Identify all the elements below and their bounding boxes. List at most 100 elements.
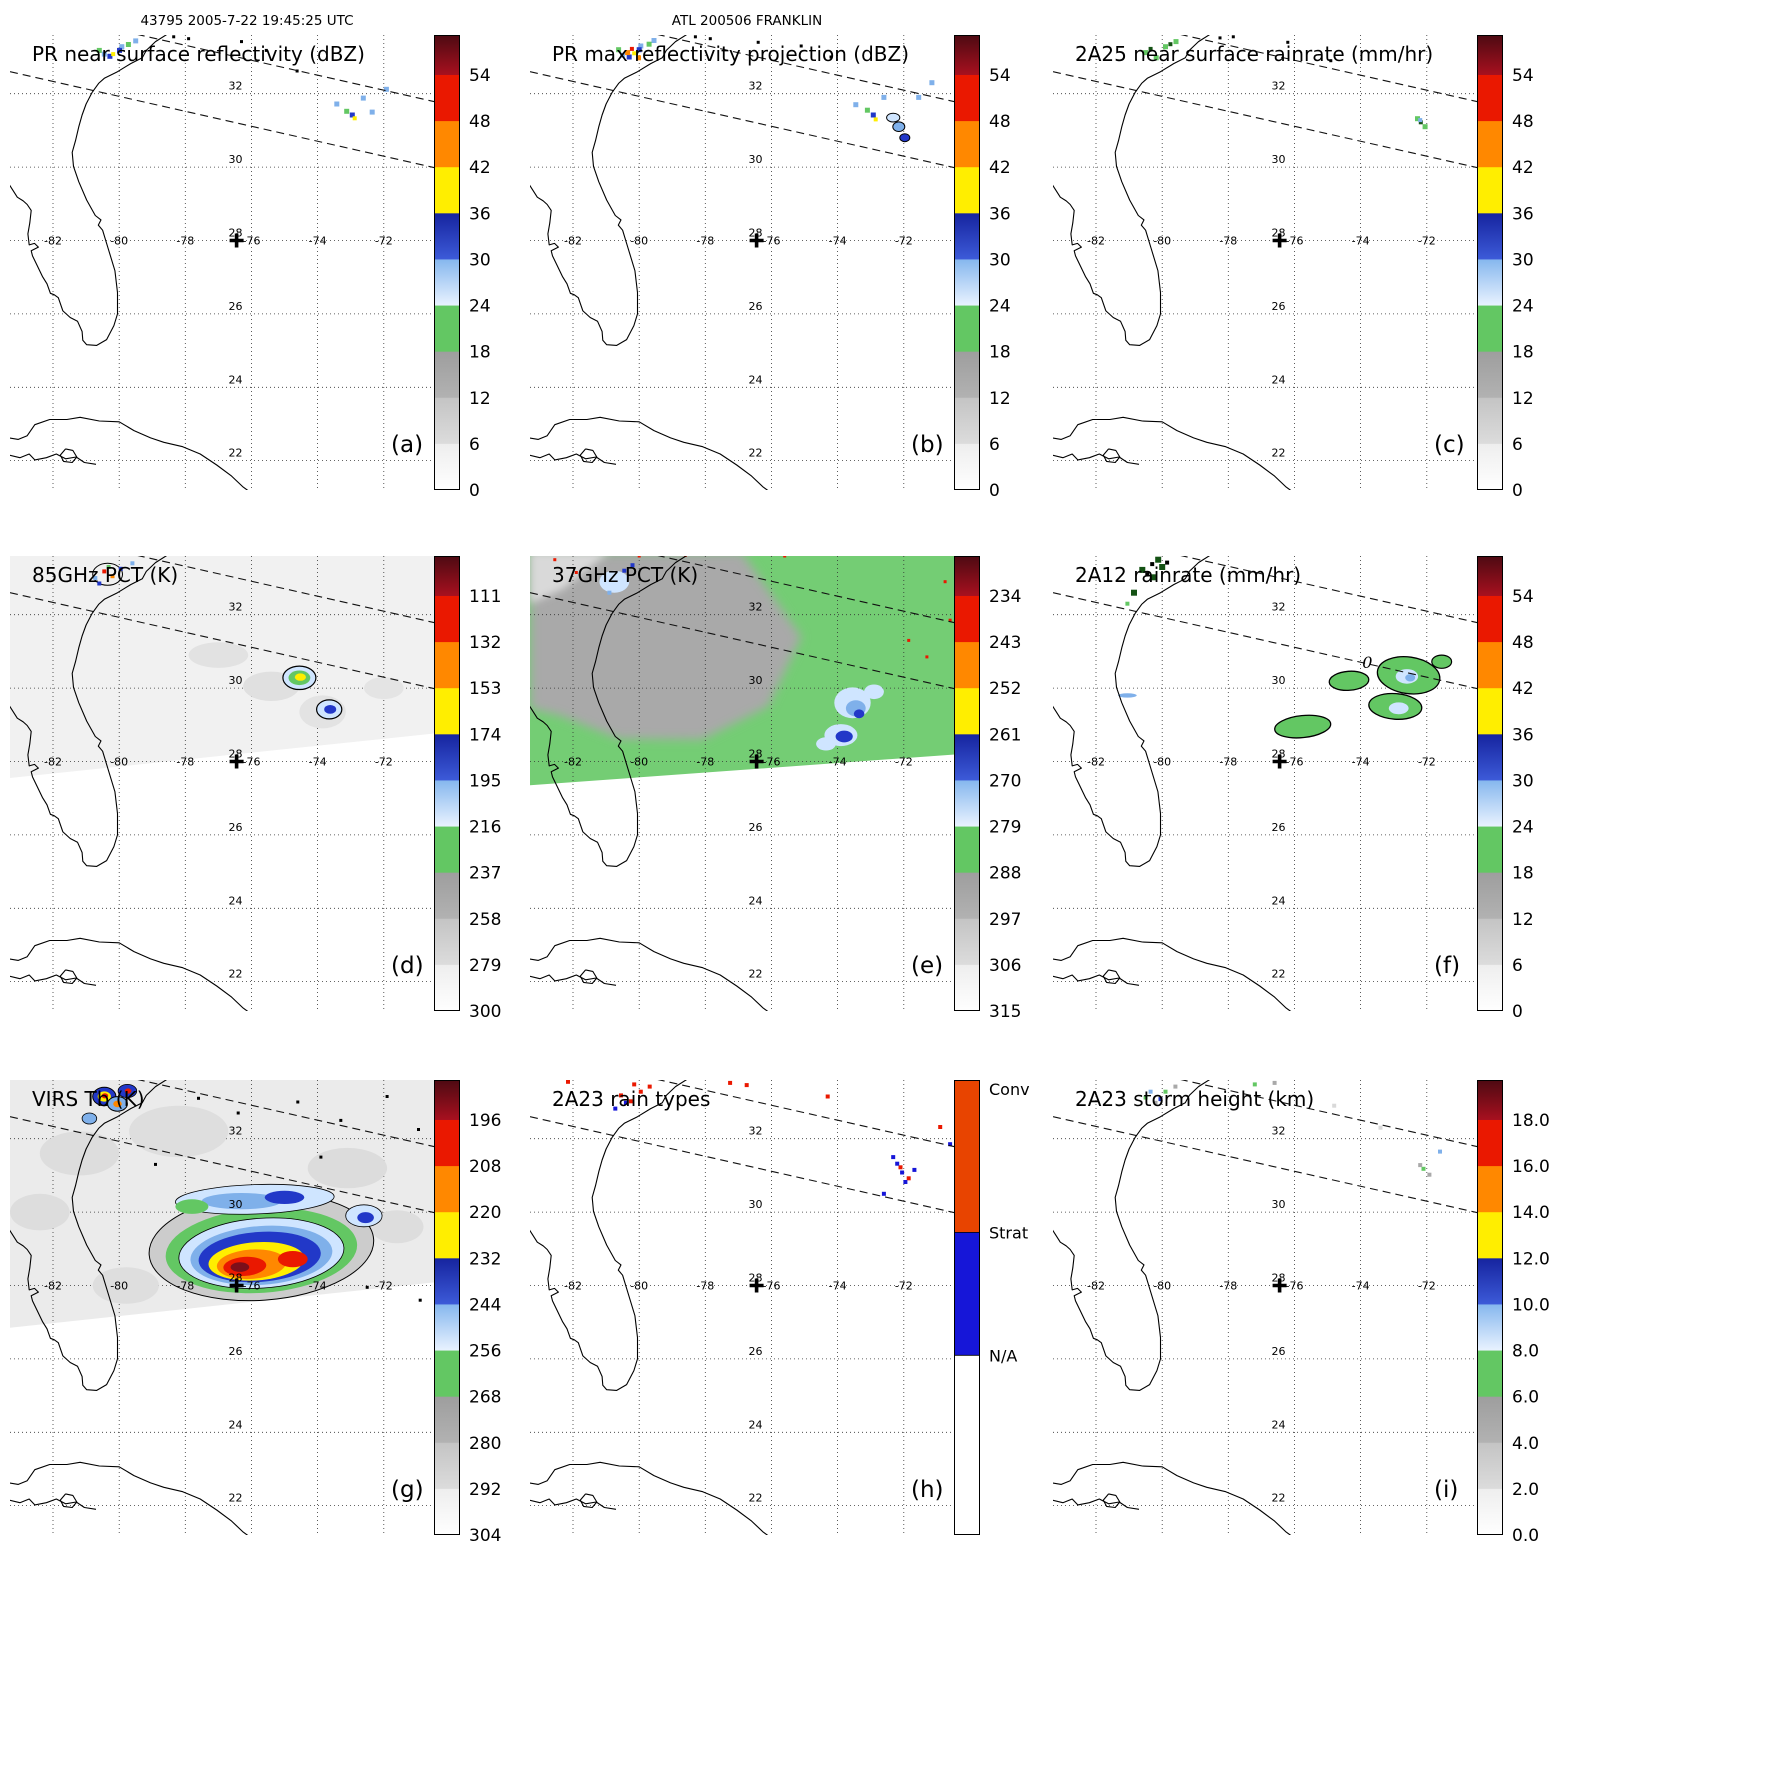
svg-text:-74: -74 xyxy=(1352,235,1370,248)
panel-b: -82 -80 -78 -76 -74 -72 32 30 28 26 24 22 PR max re… xyxy=(530,35,1050,501)
svg-text:0.0: 0.0 xyxy=(1512,1526,1539,1546)
svg-text:304: 304 xyxy=(469,1526,501,1546)
svg-text:8.0: 8.0 xyxy=(1512,1342,1539,1362)
panel-e-title: 37GHz PCT (K) xyxy=(552,563,699,587)
panel-c: -82 -80 -78 -76 -74 -72 32 30 28 26 24 22 2A25 near… xyxy=(1053,35,1573,501)
svg-text:132: 132 xyxy=(469,633,501,653)
panel-i: -82 -80 -78 -76 -74 -72 32 30 28 26 24 22 2A23 stor… xyxy=(1053,1080,1573,1546)
svg-text:12: 12 xyxy=(1512,389,1534,409)
svg-text:-78: -78 xyxy=(1219,1280,1237,1293)
svg-text:26: 26 xyxy=(229,300,243,313)
svg-text:-76: -76 xyxy=(243,235,261,248)
svg-text:237: 237 xyxy=(469,864,501,884)
svg-text:36: 36 xyxy=(1512,204,1534,224)
svg-text:18: 18 xyxy=(469,343,491,363)
svg-text:26: 26 xyxy=(229,1345,243,1358)
svg-text:18: 18 xyxy=(1512,864,1534,884)
svg-text:12.0: 12.0 xyxy=(1512,1249,1550,1269)
svg-text:279: 279 xyxy=(469,956,501,976)
svg-text:-80: -80 xyxy=(630,756,648,769)
svg-text:28: 28 xyxy=(229,227,243,240)
svg-text:0: 0 xyxy=(469,481,480,501)
svg-text:24: 24 xyxy=(749,1418,763,1431)
svg-text:-82: -82 xyxy=(1087,756,1105,769)
map-canvas-d: -82 -80 -78 -76 -74 -72 32 30 28 26 24 22 xyxy=(10,556,440,1011)
svg-text:28: 28 xyxy=(749,227,763,240)
svg-text:28: 28 xyxy=(229,748,243,761)
svg-text:24: 24 xyxy=(1512,818,1534,838)
svg-text:-78: -78 xyxy=(176,235,194,248)
svg-text:54: 54 xyxy=(469,66,491,86)
svg-text:32: 32 xyxy=(749,1125,763,1138)
svg-text:18: 18 xyxy=(989,343,1011,363)
svg-text:42: 42 xyxy=(469,158,491,178)
svg-text:24: 24 xyxy=(749,373,763,386)
svg-text:30: 30 xyxy=(229,153,243,166)
panel-a-title: PR near surface reflectivity (dBZ) xyxy=(32,42,365,66)
svg-text:-82: -82 xyxy=(44,235,62,248)
svg-text:-74: -74 xyxy=(829,756,847,769)
colorbar-g: 196 208 220 232 244 256 268 280 292 304 xyxy=(434,1080,501,1546)
panel-b-title: PR max reflectivity projection (dBZ) xyxy=(552,42,910,66)
panel-g: -82 -80 -78 -76 -74 -72 32 30 28 26 24 22 VIRS Tb (… xyxy=(10,1080,530,1546)
svg-text:26: 26 xyxy=(229,821,243,834)
svg-text:-78: -78 xyxy=(176,1280,194,1293)
panel-e-letter: (e) xyxy=(911,953,944,979)
svg-text:30: 30 xyxy=(229,674,243,687)
svg-text:-80: -80 xyxy=(630,1280,648,1293)
panel-h-letter: (h) xyxy=(911,1477,944,1503)
svg-text:24: 24 xyxy=(229,373,243,386)
svg-text:Strat: Strat xyxy=(989,1223,1028,1242)
svg-text:196: 196 xyxy=(469,1111,501,1131)
svg-text:48: 48 xyxy=(1512,633,1534,653)
svg-text:2.0: 2.0 xyxy=(1512,1480,1539,1500)
svg-text:-80: -80 xyxy=(1153,235,1171,248)
svg-text:26: 26 xyxy=(749,1345,763,1358)
svg-text:48: 48 xyxy=(1512,112,1534,132)
svg-text:-78: -78 xyxy=(176,756,194,769)
svg-text:28: 28 xyxy=(1272,1272,1286,1285)
svg-text:153: 153 xyxy=(469,679,501,699)
svg-text:258: 258 xyxy=(469,910,501,930)
panel-i-title: 2A23 storm height (km) xyxy=(1075,1087,1315,1111)
svg-text:36: 36 xyxy=(1512,725,1534,745)
svg-text:30: 30 xyxy=(1272,674,1286,687)
svg-text:-76: -76 xyxy=(1286,756,1304,769)
svg-text:32: 32 xyxy=(1272,80,1286,93)
svg-text:268: 268 xyxy=(469,1388,501,1408)
svg-text:-82: -82 xyxy=(44,1280,62,1293)
svg-text:24: 24 xyxy=(1272,1418,1286,1431)
svg-text:-78: -78 xyxy=(696,235,714,248)
panel-a-letter: (a) xyxy=(391,432,424,458)
svg-text:32: 32 xyxy=(749,80,763,93)
svg-text:220: 220 xyxy=(469,1203,501,1223)
svg-text:48: 48 xyxy=(469,112,491,132)
svg-text:12: 12 xyxy=(1512,910,1534,930)
svg-text:30: 30 xyxy=(469,250,491,270)
svg-text:-74: -74 xyxy=(1352,756,1370,769)
svg-text:30: 30 xyxy=(749,674,763,687)
svg-text:54: 54 xyxy=(1512,587,1534,607)
panel-g-letter: (g) xyxy=(391,1477,424,1503)
svg-text:42: 42 xyxy=(1512,158,1534,178)
svg-text:-74: -74 xyxy=(829,235,847,248)
svg-text:-82: -82 xyxy=(44,756,62,769)
svg-text:42: 42 xyxy=(989,158,1011,178)
svg-text:-82: -82 xyxy=(1087,235,1105,248)
svg-text:22: 22 xyxy=(1272,447,1286,460)
svg-text:261: 261 xyxy=(989,725,1021,745)
colorbar-i: 18.0 16.0 14.0 12.0 10.0 8.0 6.0 4.0 2.0 0.0 xyxy=(1477,1080,1550,1546)
svg-text:-80: -80 xyxy=(1153,1280,1171,1293)
svg-text:-72: -72 xyxy=(895,756,913,769)
svg-text:54: 54 xyxy=(989,66,1011,86)
svg-text:-72: -72 xyxy=(895,235,913,248)
svg-text:-80: -80 xyxy=(630,235,648,248)
svg-text:18.0: 18.0 xyxy=(1512,1111,1550,1131)
svg-text:32: 32 xyxy=(1272,1125,1286,1138)
colorbar-e: 234 243 252 261 270 279 288 297 306 315 xyxy=(954,556,1021,1022)
header-overpass-id: 43795 2005-7-22 19:45:25 UTC xyxy=(140,13,354,29)
svg-text:0: 0 xyxy=(989,481,1000,501)
svg-text:30: 30 xyxy=(1512,250,1534,270)
svg-text:28: 28 xyxy=(749,1272,763,1285)
svg-text:6: 6 xyxy=(1512,435,1523,455)
